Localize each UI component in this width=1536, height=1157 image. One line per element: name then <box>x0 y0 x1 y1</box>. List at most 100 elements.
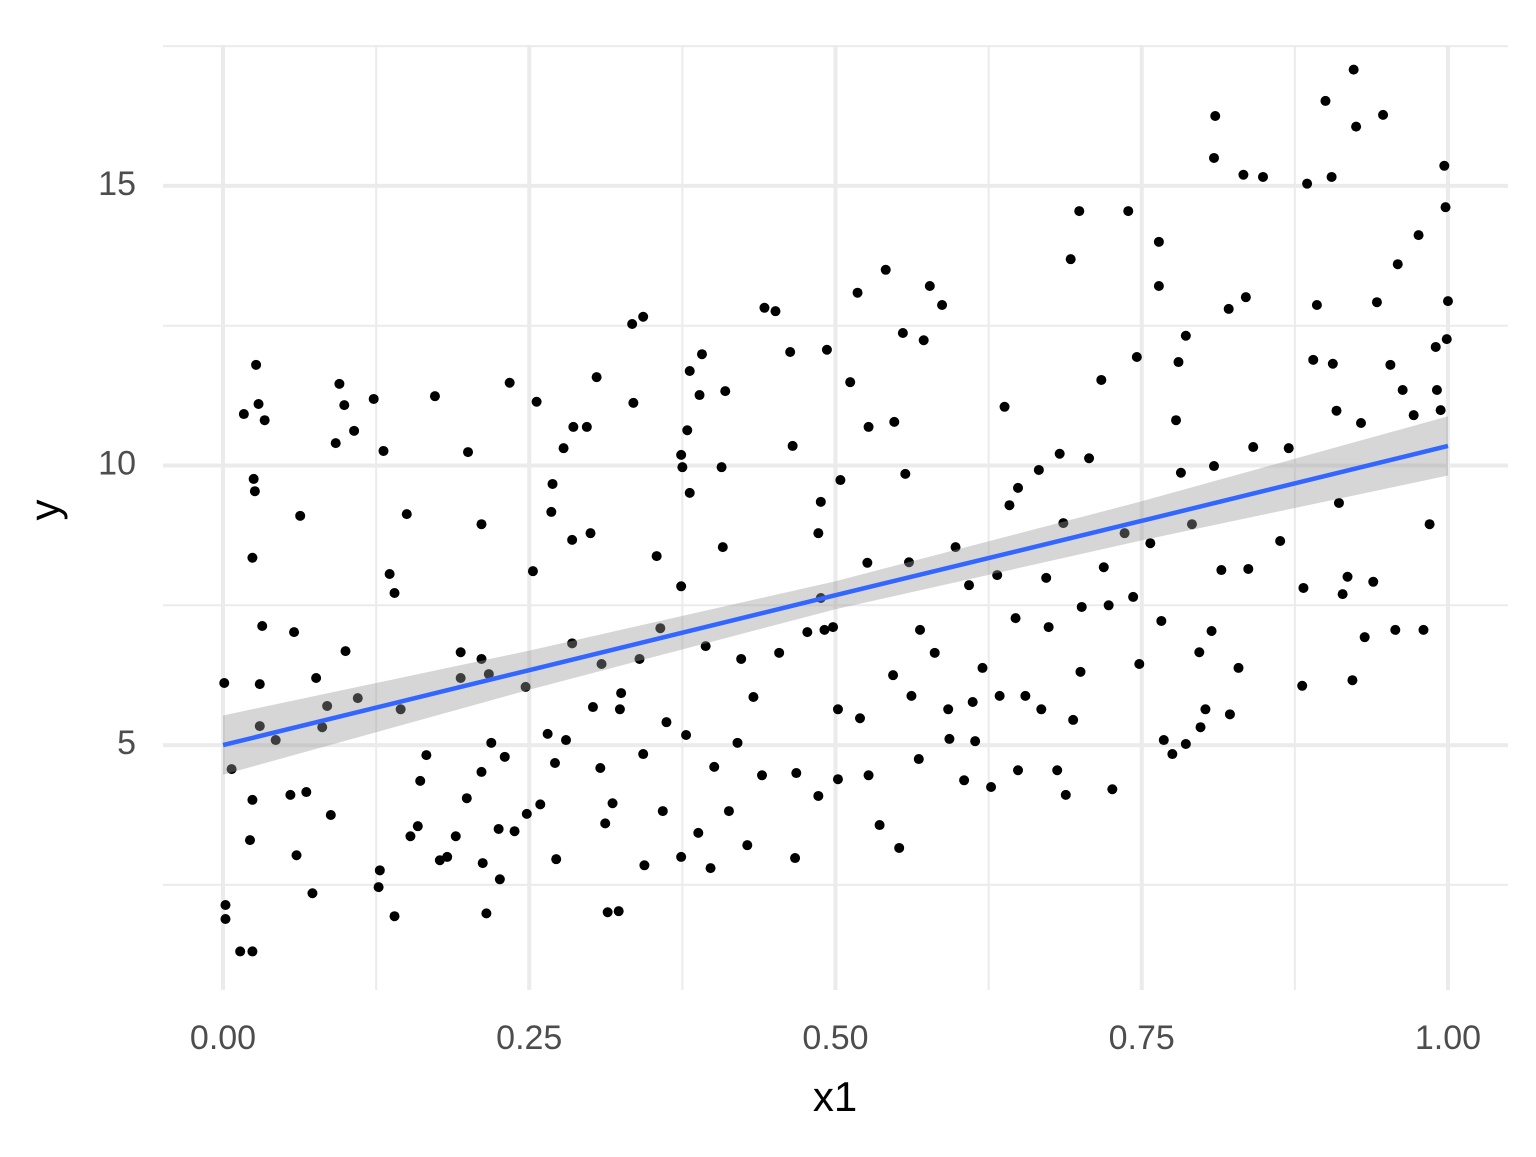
point <box>561 735 572 746</box>
point <box>520 681 531 692</box>
point <box>1098 562 1109 573</box>
point <box>986 782 997 793</box>
point <box>802 627 813 638</box>
point <box>349 425 360 436</box>
point <box>880 264 891 275</box>
point <box>1180 738 1191 749</box>
point <box>894 842 905 853</box>
point <box>483 669 494 680</box>
point <box>247 794 258 805</box>
point <box>1210 111 1221 122</box>
point <box>1351 121 1362 132</box>
x-axis-title: x1 <box>813 1073 857 1120</box>
point <box>509 826 520 837</box>
point <box>638 311 649 322</box>
point <box>862 557 873 568</box>
point <box>461 793 472 804</box>
point <box>1442 296 1453 307</box>
point <box>1243 563 1254 574</box>
point <box>219 678 230 689</box>
point <box>736 653 747 664</box>
point <box>1441 334 1452 345</box>
point <box>259 415 270 426</box>
point <box>1248 442 1259 453</box>
point <box>596 659 607 670</box>
point <box>429 391 440 402</box>
point <box>1331 405 1342 416</box>
point <box>888 670 899 681</box>
point <box>1397 385 1408 396</box>
point <box>546 506 557 517</box>
fit-line <box>222 443 1449 748</box>
point <box>906 690 917 701</box>
point <box>1036 704 1047 715</box>
point <box>791 768 802 779</box>
point <box>1240 292 1251 303</box>
point <box>638 749 649 760</box>
point <box>700 641 711 652</box>
point <box>220 900 231 911</box>
point <box>900 468 911 479</box>
point <box>504 377 515 388</box>
point <box>639 860 650 871</box>
point <box>1103 600 1114 611</box>
point <box>567 638 578 649</box>
point <box>330 438 341 449</box>
point <box>1209 152 1220 163</box>
point <box>874 820 885 831</box>
x-tick-label: 0.00 <box>190 1019 256 1057</box>
point <box>1200 704 1211 715</box>
point <box>378 445 389 456</box>
point <box>1283 443 1294 454</box>
point <box>915 624 926 635</box>
point <box>944 733 955 744</box>
point <box>929 647 940 658</box>
point <box>368 393 379 404</box>
point <box>694 390 705 401</box>
point <box>1010 613 1021 624</box>
point <box>257 620 268 631</box>
point <box>481 908 492 919</box>
point <box>943 704 954 715</box>
point <box>994 690 1005 701</box>
point <box>340 646 351 657</box>
point <box>720 386 731 397</box>
point <box>1233 662 1244 673</box>
point <box>785 346 796 357</box>
point <box>1424 519 1435 530</box>
point <box>270 735 281 746</box>
point <box>1408 410 1419 421</box>
point <box>1311 300 1322 311</box>
point <box>1153 236 1164 247</box>
point <box>1413 230 1424 241</box>
point <box>600 818 611 829</box>
point <box>676 449 687 460</box>
point <box>813 790 824 801</box>
point <box>682 425 693 436</box>
point <box>1158 735 1169 746</box>
point <box>1320 95 1331 106</box>
point <box>247 946 258 957</box>
point <box>677 462 688 473</box>
point <box>1378 109 1389 120</box>
x-tick-label: 0.75 <box>1109 1019 1175 1057</box>
point <box>591 372 602 383</box>
point <box>964 580 975 591</box>
point <box>254 721 265 732</box>
point <box>1084 453 1095 464</box>
point <box>1134 659 1145 670</box>
point <box>709 761 720 772</box>
point <box>301 787 312 798</box>
point <box>325 809 336 820</box>
point <box>1054 448 1065 459</box>
point <box>970 736 981 747</box>
point <box>1342 571 1353 582</box>
point <box>1258 171 1269 182</box>
point <box>450 831 461 842</box>
point <box>334 378 345 389</box>
point <box>1194 647 1205 658</box>
y-tick-label: 15 <box>98 165 136 203</box>
point <box>1033 464 1044 475</box>
point <box>1128 591 1139 602</box>
